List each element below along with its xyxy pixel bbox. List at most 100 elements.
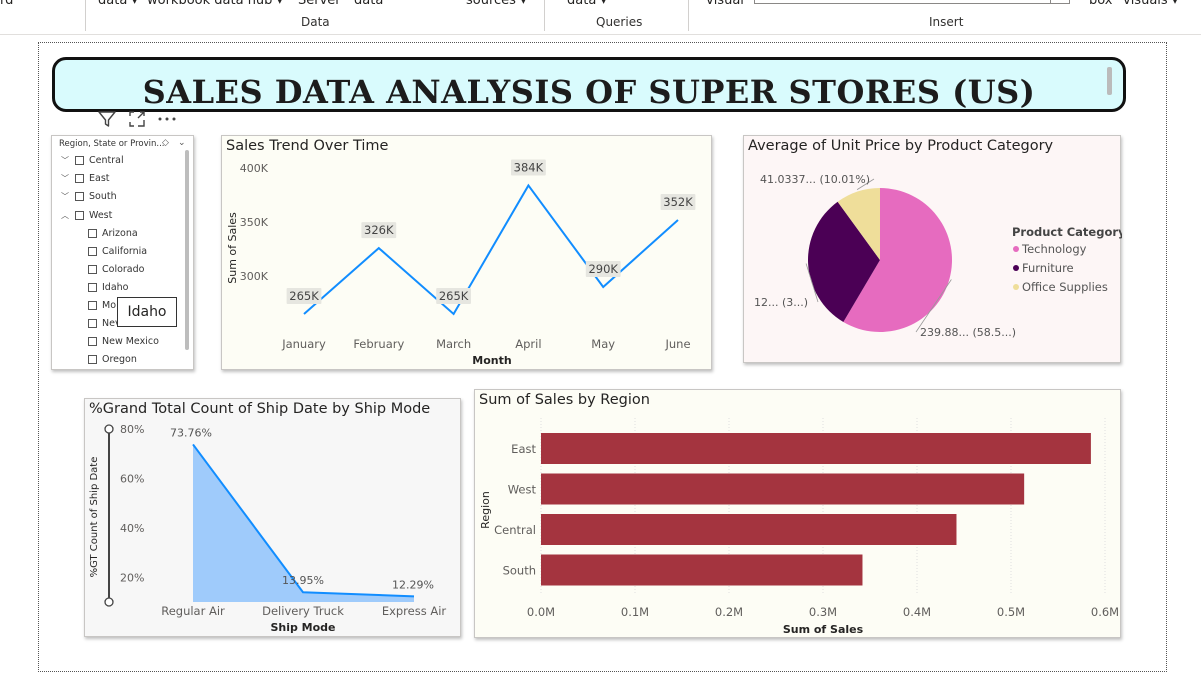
chevron-down-icon[interactable]: ﹀: [61, 192, 69, 201]
ribbon-group-data: Data: [301, 15, 330, 29]
slicer-child-arizona[interactable]: Arizona: [88, 228, 138, 239]
region-state-slicer[interactable]: Region, State or Provin... ◇ ⌄: [51, 135, 194, 370]
ship-mode-visual[interactable]: %Grand Total Count of Ship Date by Ship …: [84, 398, 461, 637]
sales-trend-chart: 300K 350K 400K January February March April May…: [226, 159, 696, 367]
data-label: 12.29%: [392, 578, 434, 591]
ribbon: rd data ▾ workbook data hub ▾ Server dat…: [0, 0, 1201, 35]
visual-header: [95, 106, 195, 132]
sales-trend-visual[interactable]: Sales Trend Over Time 300K 350K 400K Januar…: [221, 135, 712, 370]
title-scrollbar[interactable]: [1107, 67, 1112, 95]
zoom-slider-handle-bottom: [104, 597, 114, 607]
slicer-child-new-mexico[interactable]: New Mexico: [88, 336, 159, 347]
slicer-scrollbar[interactable]: [185, 150, 189, 350]
unit-price-visual[interactable]: Average of Unit Price by Product Categor…: [743, 135, 1122, 363]
zoom-slider-handle-top: [104, 424, 114, 434]
chevron-up-icon[interactable]: ︿: [61, 211, 69, 220]
slicer-item-label: Central: [89, 155, 124, 166]
slicer-checkbox[interactable]: [88, 301, 97, 310]
legend-item-office-supplies: Office Supplies: [1022, 280, 1108, 294]
ribbon-textbox[interactable]: [754, 0, 1070, 4]
slicer-checkbox[interactable]: [88, 283, 97, 292]
data-label-bg: [286, 287, 322, 304]
ship-mode-line: [192, 443, 415, 598]
slicer-item-label: California: [102, 246, 148, 257]
slicer-checkbox[interactable]: [88, 247, 97, 256]
slicer-item-central[interactable]: ﹀ Central: [61, 155, 124, 166]
slicer-item-label: Nev: [102, 318, 121, 329]
ship-mode-area: [193, 444, 414, 602]
pie-leader-line: [805, 263, 819, 303]
slicer-item-label: South: [89, 191, 117, 202]
slicer-child-nev[interactable]: Nev: [88, 318, 121, 329]
slicer-checkbox[interactable]: [75, 192, 84, 201]
slicer-child-mo[interactable]: Mo: [88, 300, 116, 311]
ribbon-item-visual[interactable]: visual: [706, 0, 744, 8]
ribbon-item-workbook-data-hub[interactable]: workbook data hub ▾: [147, 0, 284, 8]
slicer-checkbox[interactable]: [88, 355, 97, 364]
pie-slice-technology: [843, 188, 952, 332]
slicer-child-idaho[interactable]: Idaho: [88, 282, 129, 293]
slicer-item-label: Oregon: [102, 354, 137, 365]
data-label: 13.95%: [282, 574, 324, 587]
y-tick-label: South: [503, 564, 536, 578]
slicer-checkbox[interactable]: [88, 337, 97, 346]
slicer-header: Region, State or Provin...: [59, 139, 165, 149]
y-axis-title: %GT Count of Ship Date: [89, 457, 100, 578]
pie-data-label: 41.0337... (10.01%): [760, 173, 870, 186]
report-title-box[interactable]: SALES DATA ANALYSIS OF SUPER STORES (US): [52, 57, 1126, 112]
slicer-item-label: New Mexico: [102, 336, 159, 347]
legend-marker: [1013, 284, 1019, 290]
x-tick-label: April: [515, 337, 541, 351]
y-axis-title: Sum of Sales: [226, 212, 239, 284]
pie-leader-line: [915, 279, 952, 333]
slicer-checkbox[interactable]: [75, 174, 84, 183]
more-options-icon[interactable]: [155, 107, 179, 131]
chevron-down-icon[interactable]: ⌄: [178, 138, 186, 148]
legend-title: Product Category: [1012, 225, 1122, 239]
pie-slice-office-supplies: [837, 188, 880, 260]
ribbon-group-queries: Queries: [596, 15, 643, 29]
x-tick-label: Regular Air: [161, 604, 225, 618]
pie-data-label: 239.88... (58.5...): [920, 326, 1016, 339]
eraser-icon[interactable]: ◇: [162, 138, 169, 148]
slicer-item-south[interactable]: ﹀ South: [61, 191, 117, 202]
sales-trend-line: [303, 183, 679, 316]
data-label: 73.76%: [170, 426, 212, 439]
chevron-down-icon[interactable]: ﹀: [61, 156, 69, 165]
slicer-item-east[interactable]: ﹀ East: [61, 173, 110, 184]
slicer-checkbox[interactable]: [75, 156, 84, 165]
ribbon-item-visuals[interactable]: visuals ▾: [1123, 0, 1179, 8]
legend-marker: [1013, 265, 1019, 271]
slicer-checkbox[interactable]: [88, 229, 97, 238]
chevron-down-icon[interactable]: ﹀: [61, 174, 69, 183]
ribbon-item-data-2[interactable]: data: [354, 0, 384, 8]
ribbon-group-insert: Insert: [929, 15, 964, 29]
y-tick-label: 60%: [120, 472, 144, 485]
ribbon-item-box[interactable]: box: [1089, 0, 1113, 8]
ribbon-item-sources[interactable]: sources ▾: [466, 0, 527, 8]
sales-region-visual[interactable]: Sum of Sales by Region 0.0M 0.1M 0.2M 0.3M 0…: [474, 389, 1121, 638]
data-label-bg: [511, 159, 546, 176]
x-tick-label: Delivery Truck: [262, 604, 344, 618]
slicer-child-oregon[interactable]: Oregon: [88, 354, 137, 365]
x-tick-label: 0.6M: [1091, 605, 1119, 619]
y-tick-label: East: [511, 442, 536, 456]
slicer-item-label: Colorado: [102, 264, 145, 275]
focus-mode-icon[interactable]: [125, 107, 149, 131]
ribbon-item-rd[interactable]: rd: [0, 0, 14, 8]
ribbon-item-data-3[interactable]: data ▾: [567, 0, 607, 8]
slicer-checkbox[interactable]: [88, 265, 97, 274]
slicer-child-california[interactable]: California: [88, 246, 147, 257]
slicer-checkbox[interactable]: [88, 319, 97, 328]
ribbon-item-server[interactable]: Server: [298, 0, 341, 8]
ribbon-item-data[interactable]: data ▾: [98, 0, 138, 8]
slicer-child-colorado[interactable]: Colorado: [88, 264, 144, 275]
unit-price-title: Average of Unit Price by Product Categor…: [748, 138, 1054, 154]
slicer-checkbox[interactable]: [75, 211, 84, 220]
slicer-item-west[interactable]: ︿ West: [61, 210, 112, 221]
ribbon-separator: [544, 0, 545, 31]
x-tick-label: 0.2M: [715, 605, 743, 619]
ribbon-separator: [85, 0, 86, 31]
y-tick-label: West: [508, 483, 537, 497]
filter-icon[interactable]: [95, 107, 119, 131]
